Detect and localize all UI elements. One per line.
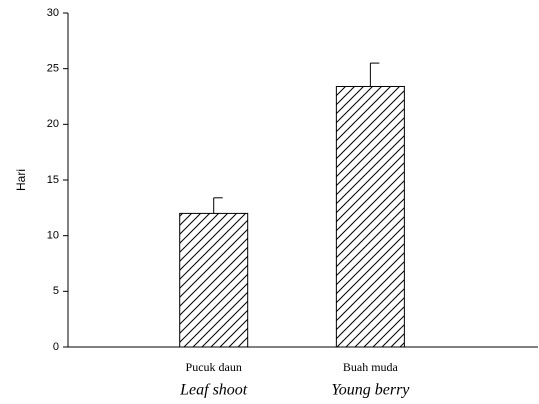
- x-tick-translation: Leaf shoot: [179, 382, 248, 399]
- x-tick-translation: Young berry: [331, 382, 410, 399]
- y-axis-label: Hari: [14, 169, 28, 191]
- x-tick-label: Pucuk daun: [186, 360, 242, 374]
- y-tick-label: 25: [47, 63, 59, 75]
- y-tick-label: 0: [53, 341, 59, 353]
- bar: [179, 212, 249, 348]
- y-tick-label: 10: [47, 230, 59, 242]
- y-tick-label: 30: [47, 7, 59, 19]
- x-tick-label: Buah muda: [343, 360, 399, 374]
- y-tick-label: 20: [47, 118, 59, 130]
- y-tick-label: 5: [53, 285, 59, 297]
- y-tick-label: 15: [47, 174, 59, 186]
- bar: [335, 85, 405, 348]
